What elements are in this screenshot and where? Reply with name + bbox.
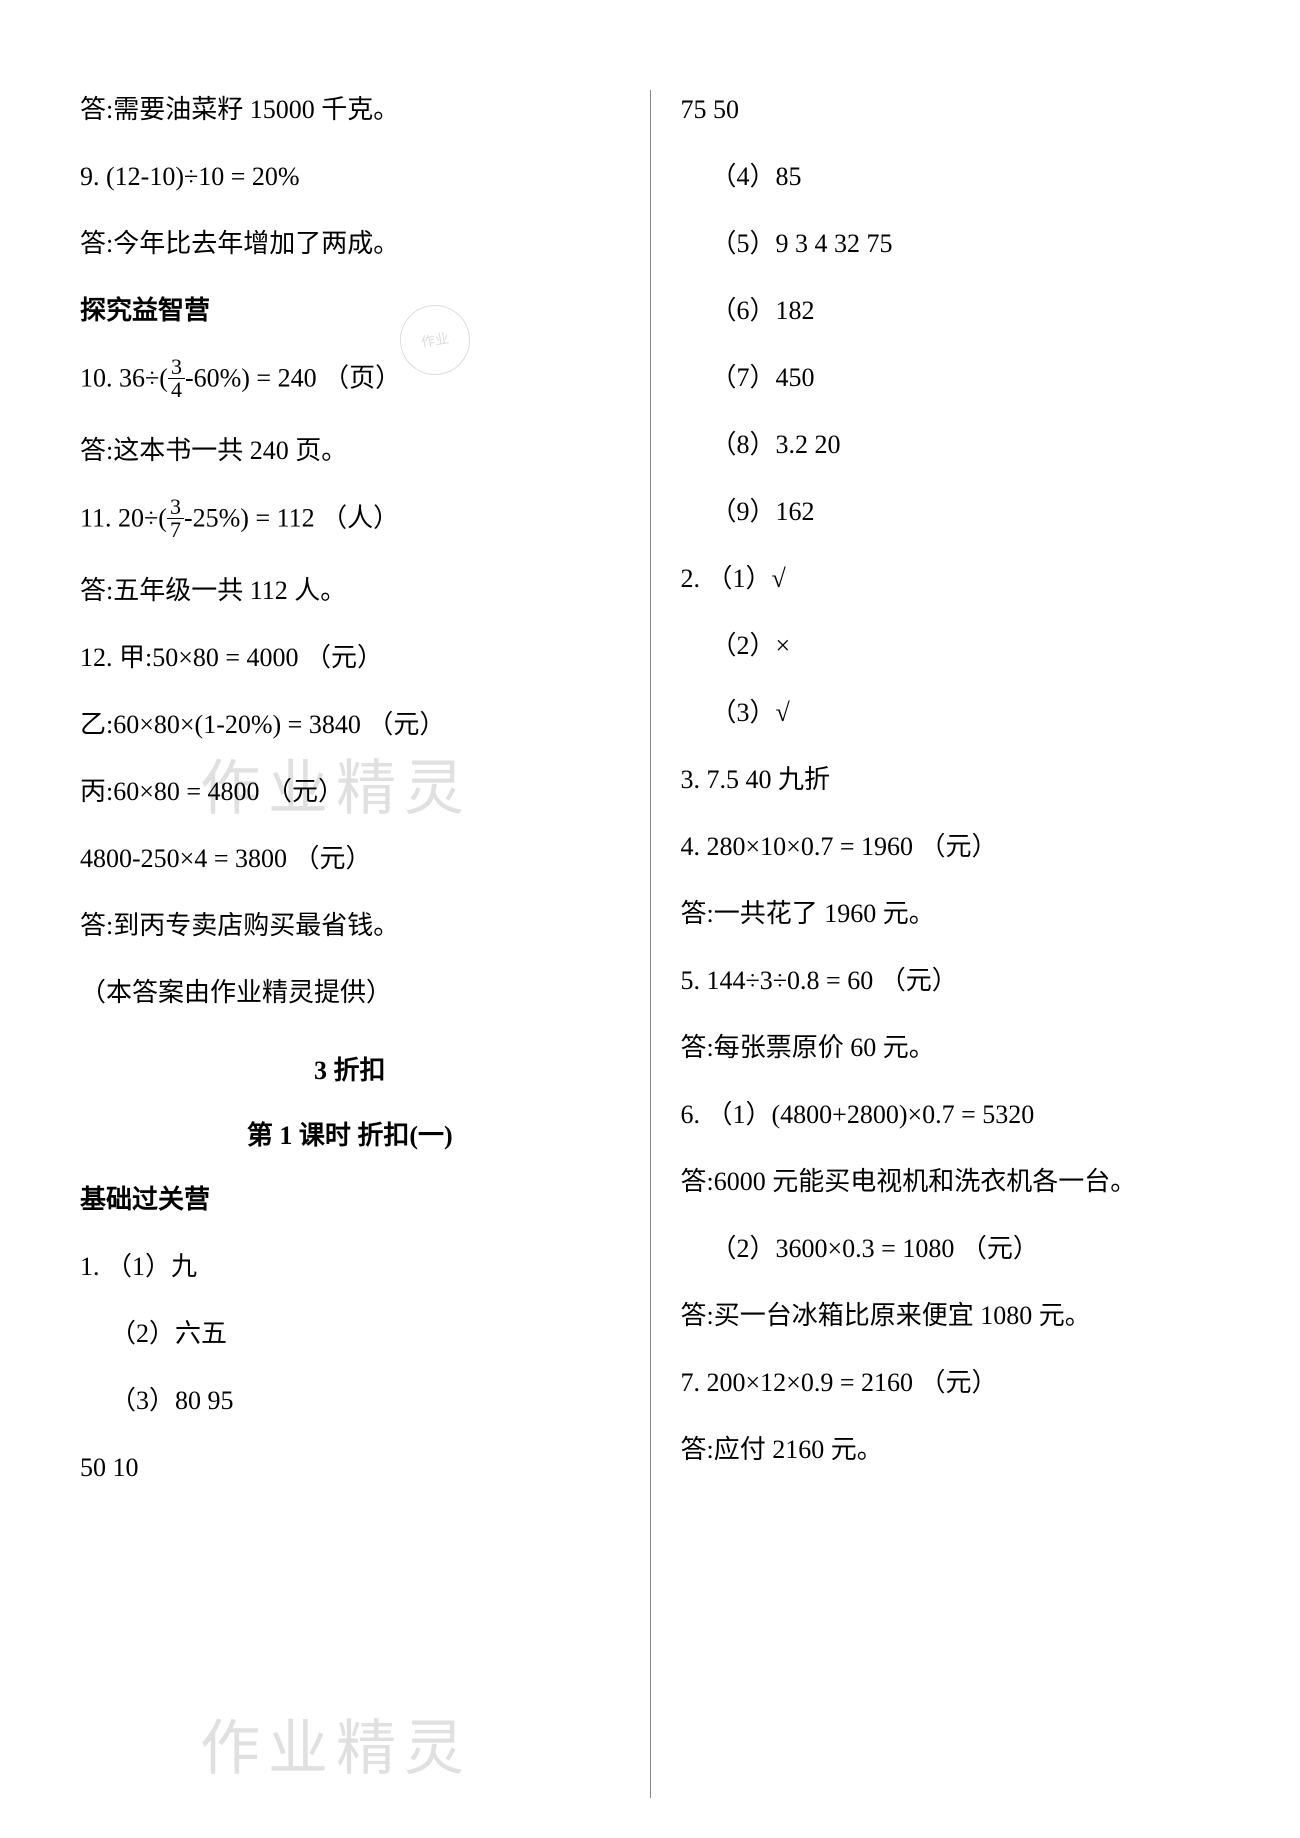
problem-9: 9. (12-10)÷10 = 20% [80, 157, 620, 196]
problem-1-1: 1. （1）九 [80, 1247, 620, 1286]
left-column: 答:需要油菜籽 15000 千克。 9. (12-10)÷10 = 20% 答:… [80, 90, 650, 1798]
answer-text: 答:6000 元能买电视机和洗衣机各一台。 [681, 1162, 1221, 1201]
calculation: 丙:60×80 = 4800 （元） [80, 772, 620, 811]
values: 75 50 [681, 90, 1221, 129]
problem-1-6: （6）182 [681, 291, 1221, 330]
problem-6-2: （2）3600×0.3 = 1080 （元） [681, 1229, 1221, 1268]
answer-text: 答:今年比去年增加了两成。 [80, 224, 620, 263]
subsection-title: 第 1 课时 折扣(一) [80, 1115, 620, 1152]
answer-text: 答:一共花了 1960 元。 [681, 894, 1221, 933]
problem-12: 12. 甲:50×80 = 4000 （元） [80, 638, 620, 677]
section-heading: 基础过关营 [80, 1180, 620, 1219]
attribution-text: （本答案由作业精灵提供） [80, 973, 620, 1012]
problem-3: 3. 7.5 40 九折 [681, 760, 1221, 799]
fraction-denominator: 4 [168, 379, 185, 401]
answer-text: 答:应付 2160 元。 [681, 1430, 1221, 1469]
right-column: 75 50 （4）85 （5）9 3 4 32 75 （6）182 （7）450… [650, 90, 1221, 1798]
section-heading: 探究益智营 [80, 291, 620, 330]
problem-7: 7. 200×12×0.9 = 2160 （元） [681, 1363, 1221, 1402]
problem-1-9: （9）162 [681, 492, 1221, 531]
page-content: 答:需要油菜籽 15000 千克。 9. (12-10)÷10 = 20% 答:… [0, 0, 1300, 1838]
problem-1-5: （5）9 3 4 32 75 [681, 224, 1221, 263]
text: -60%) = 240 （页） [185, 363, 401, 392]
answer-text: 答:五年级一共 112 人。 [80, 571, 620, 610]
problem-1-8: （8）3.2 20 [681, 425, 1221, 464]
problem-6-1: 6. （1）(4800+2800)×0.7 = 5320 [681, 1095, 1221, 1134]
problem-1-2: （2）六五 [80, 1314, 620, 1353]
text: -25%) = 112 （人） [184, 503, 399, 532]
problem-2-1: 2. （1）√ [681, 559, 1221, 598]
problem-2-3: （3）√ [681, 693, 1221, 732]
problem-1-7: （7）450 [681, 358, 1221, 397]
problem-5: 5. 144÷3÷0.8 = 60 （元） [681, 961, 1221, 1000]
calculation: 乙:60×80×(1-20%) = 3840 （元） [80, 705, 620, 744]
answer-text: 答:需要油菜籽 15000 千克。 [80, 90, 620, 129]
answer-text: 答:买一台冰箱比原来便宜 1080 元。 [681, 1296, 1221, 1335]
answer-text: 答:到丙专卖店购买最省钱。 [80, 906, 620, 945]
fraction: 37 [167, 496, 184, 541]
values: 50 10 [80, 1448, 620, 1487]
calculation: 4800-250×4 = 3800 （元） [80, 839, 620, 878]
answer-text: 答:每张票原价 60 元。 [681, 1028, 1221, 1067]
fraction-denominator: 7 [167, 519, 184, 541]
section-title: 3 折扣 [80, 1050, 620, 1087]
problem-11: 11. 20÷(37-25%) = 112 （人） [80, 498, 620, 543]
problem-10: 10. 36÷(34-60%) = 240 （页） [80, 358, 620, 403]
text: 10. 36÷( [80, 363, 168, 392]
answer-text: 答:这本书一共 240 页。 [80, 431, 620, 470]
fraction: 34 [168, 356, 185, 401]
text: 11. 20÷( [80, 503, 167, 532]
problem-2-2: （2）× [681, 626, 1221, 665]
fraction-numerator: 3 [167, 496, 184, 519]
problem-1-3: （3）80 95 [80, 1381, 620, 1420]
fraction-numerator: 3 [168, 356, 185, 379]
problem-4: 4. 280×10×0.7 = 1960 （元） [681, 827, 1221, 866]
problem-1-4: （4）85 [681, 157, 1221, 196]
